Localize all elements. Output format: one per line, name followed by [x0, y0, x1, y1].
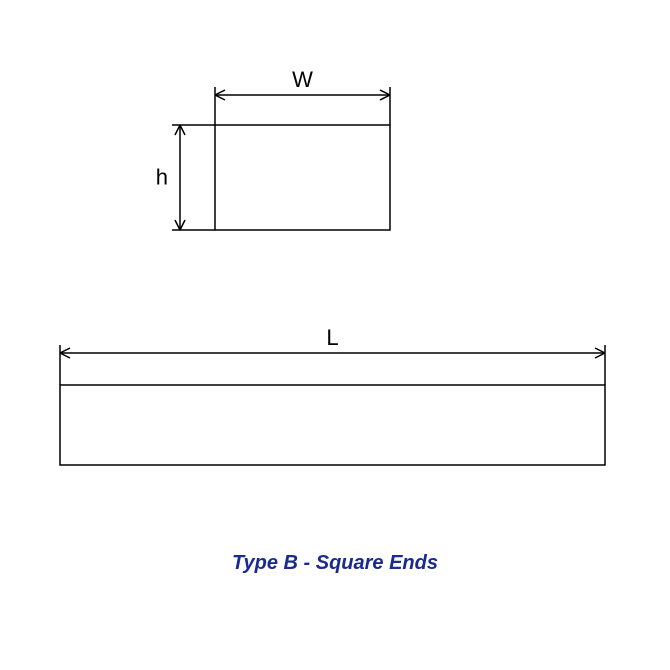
label-h: h	[156, 165, 168, 190]
caption-text: Type B - Square Ends	[0, 552, 670, 575]
label-w: W	[292, 67, 313, 92]
label-l: L	[326, 325, 338, 350]
